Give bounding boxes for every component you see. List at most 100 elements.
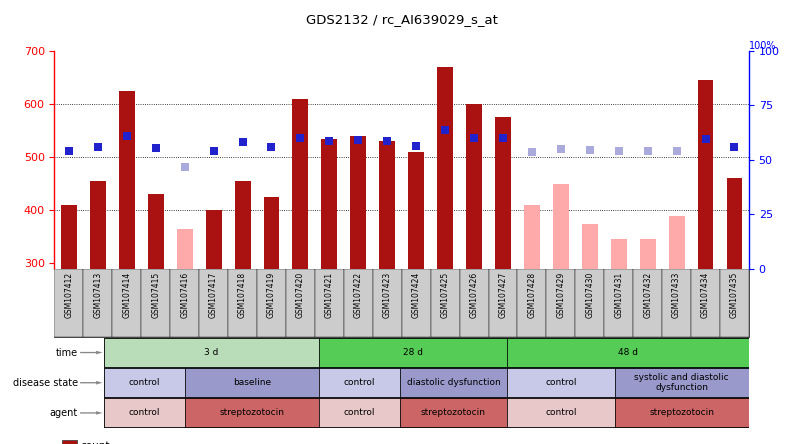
Bar [119, 91, 135, 269]
Bar [235, 181, 251, 269]
FancyBboxPatch shape [546, 269, 575, 337]
Point [207, 147, 220, 155]
Bar [321, 139, 337, 269]
FancyBboxPatch shape [228, 269, 257, 337]
FancyBboxPatch shape [614, 368, 749, 397]
Bar [206, 210, 222, 269]
Text: streptozotocin: streptozotocin [650, 408, 714, 417]
FancyBboxPatch shape [517, 269, 546, 337]
Text: control: control [545, 408, 577, 417]
FancyBboxPatch shape [104, 398, 185, 428]
Point [323, 138, 336, 145]
Bar [61, 205, 77, 269]
FancyBboxPatch shape [614, 398, 749, 428]
FancyBboxPatch shape [315, 269, 344, 337]
Text: disease state: disease state [13, 378, 78, 388]
Point [497, 134, 509, 141]
FancyBboxPatch shape [257, 269, 286, 337]
Bar [292, 99, 308, 269]
Point [525, 148, 538, 155]
Text: GDS2132 / rc_AI639029_s_at: GDS2132 / rc_AI639029_s_at [306, 13, 497, 26]
FancyBboxPatch shape [199, 269, 228, 337]
Text: control: control [129, 408, 160, 417]
Text: GSM107423: GSM107423 [383, 272, 392, 318]
Bar [727, 178, 743, 269]
Text: GSM107420: GSM107420 [296, 272, 305, 318]
FancyBboxPatch shape [402, 269, 431, 337]
Point [179, 163, 191, 170]
Point [642, 147, 654, 155]
Text: streptozotocin: streptozotocin [421, 408, 486, 417]
Point [670, 147, 683, 155]
Text: 48 d: 48 d [618, 348, 638, 357]
FancyBboxPatch shape [54, 269, 83, 337]
FancyBboxPatch shape [185, 368, 319, 397]
FancyBboxPatch shape [400, 368, 507, 397]
FancyBboxPatch shape [634, 269, 662, 337]
FancyBboxPatch shape [83, 269, 112, 337]
Point [699, 135, 712, 142]
FancyBboxPatch shape [286, 269, 315, 337]
Bar [582, 223, 598, 269]
FancyBboxPatch shape [104, 338, 319, 367]
Text: control: control [344, 408, 375, 417]
FancyBboxPatch shape [112, 269, 141, 337]
Bar [90, 181, 106, 269]
Text: GSM107432: GSM107432 [643, 272, 652, 318]
Bar [611, 239, 626, 269]
FancyBboxPatch shape [400, 398, 507, 428]
Bar [350, 136, 366, 269]
Text: count: count [80, 441, 110, 444]
FancyBboxPatch shape [507, 338, 749, 367]
Text: GSM107428: GSM107428 [527, 272, 537, 318]
Text: GSM107417: GSM107417 [209, 272, 218, 318]
Text: GSM107415: GSM107415 [151, 272, 160, 318]
FancyBboxPatch shape [720, 269, 749, 337]
FancyBboxPatch shape [344, 269, 372, 337]
Point [612, 147, 625, 155]
FancyBboxPatch shape [104, 368, 185, 397]
Text: GSM107427: GSM107427 [498, 272, 508, 318]
Text: diastolic dysfunction: diastolic dysfunction [407, 378, 501, 387]
FancyBboxPatch shape [507, 368, 614, 397]
FancyBboxPatch shape [691, 269, 720, 337]
Point [583, 147, 596, 154]
FancyBboxPatch shape [185, 398, 319, 428]
Text: time: time [55, 348, 78, 357]
Bar [669, 215, 685, 269]
FancyBboxPatch shape [372, 269, 402, 337]
Bar [495, 117, 511, 269]
Bar [553, 184, 569, 269]
FancyBboxPatch shape [319, 338, 507, 367]
Point [149, 144, 162, 151]
Bar [466, 104, 482, 269]
Text: agent: agent [50, 408, 78, 418]
FancyBboxPatch shape [171, 269, 199, 337]
Text: GSM107431: GSM107431 [614, 272, 623, 318]
Text: GSM107418: GSM107418 [238, 272, 247, 318]
Point [294, 134, 307, 141]
Text: GSM107433: GSM107433 [672, 272, 681, 318]
Point [120, 132, 133, 139]
Bar [409, 152, 424, 269]
Text: control: control [344, 378, 375, 387]
Text: baseline: baseline [233, 378, 271, 387]
Text: systolic and diastolic
dysfunction: systolic and diastolic dysfunction [634, 373, 729, 392]
FancyBboxPatch shape [507, 398, 614, 428]
Bar [177, 229, 192, 269]
Point [554, 146, 567, 153]
FancyBboxPatch shape [460, 269, 489, 337]
Text: GSM107412: GSM107412 [64, 272, 74, 318]
Text: GSM107435: GSM107435 [730, 272, 739, 318]
Text: control: control [545, 378, 577, 387]
Bar [437, 67, 453, 269]
Text: 28 d: 28 d [403, 348, 423, 357]
FancyBboxPatch shape [604, 269, 634, 337]
FancyBboxPatch shape [141, 269, 171, 337]
Point [91, 143, 104, 150]
Point [410, 142, 423, 149]
Text: GSM107424: GSM107424 [412, 272, 421, 318]
Text: GSM107413: GSM107413 [94, 272, 103, 318]
Text: GSM107426: GSM107426 [469, 272, 478, 318]
Point [439, 126, 452, 133]
